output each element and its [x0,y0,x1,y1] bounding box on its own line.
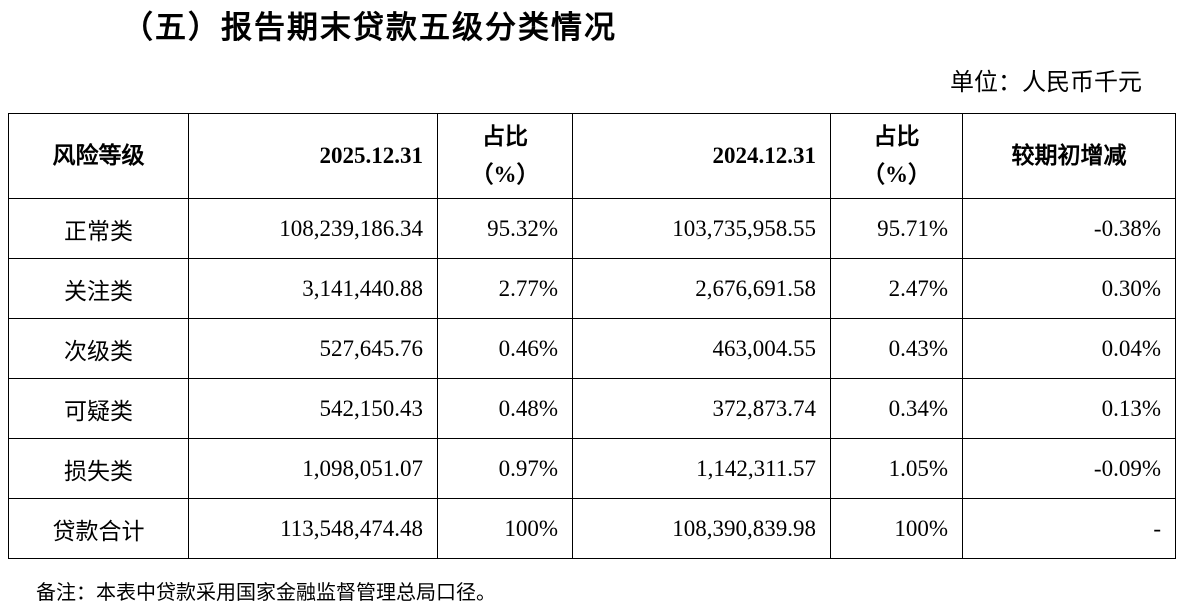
cell: 113,548,474.48 [188,498,438,559]
cell: 1,098,051.07 [188,438,438,499]
header-text: 占比 [873,124,920,149]
cell: 0.97% [437,438,573,499]
note: 备注：本表中贷款采用国家金融监督管理总局口径。 [36,582,496,604]
data-row: 次级类 527,645.76 0.46% 463,004.55 0.43% 0.04% [8,318,1176,379]
header-row: 风险等级 2025.12.31 占比 （%） 2024.12.31 占比 （%） 较期初增减 [8,113,1176,199]
cell: 100% [437,498,573,559]
header-text: 较期初增减 [1011,143,1127,168]
header-cell: 占比 （%） [437,113,573,199]
row-label: 损失类 [8,438,189,499]
cell: 100% [830,498,963,559]
header-text: （%） [862,162,931,187]
header-cell: 占比 （%） [830,113,963,199]
header-text: （%） [470,162,540,187]
cell: 542,150.43 [188,378,438,439]
cell: 0.34% [830,378,963,439]
cell: 527,645.76 [188,318,438,379]
unit-label: 单位：人民币千元 [950,70,1142,96]
header-cell: 较期初增减 [962,113,1176,199]
cell: -0.38% [962,198,1176,259]
cell: 103,735,958.55 [572,198,831,259]
cell: 108,239,186.34 [188,198,438,259]
header-text: 2025.12.31 [319,143,424,168]
cell: 2.47% [830,258,963,319]
header-text: 2024.12.31 [712,143,817,168]
title: （五）报告期末贷款五级分类情况 [122,10,617,45]
cell: 1.05% [830,438,963,499]
row-label: 正常类 [8,198,189,259]
cell: 372,873.74 [572,378,831,439]
data-row: 可疑类 542,150.43 0.48% 372,873.74 0.34% 0.13% [8,378,1176,439]
header-text: 占比 [482,124,528,149]
header-text: 风险等级 [52,143,145,168]
cell: 0.46% [437,318,573,379]
header-cell: 2024.12.31 [572,113,831,199]
row-label: 次级类 [8,318,189,379]
data-row: 贷款合计 113,548,474.48 100% 108,390,839.98 100%… [8,498,1176,559]
row-label: 贷款合计 [8,498,189,559]
cell: 1,142,311.57 [572,438,831,499]
loan-table: 风险等级 2025.12.31 占比 （%） 2024.12.31 占比 （%） 较期初增减正… [8,113,1176,559]
cell: 0.43% [830,318,963,379]
data-row: 关注类 3,141,440.88 2.77% 2,676,691.58 2.47% 0.3… [8,258,1176,319]
cell: 95.32% [437,198,573,259]
cell: 108,390,839.98 [572,498,831,559]
cell: 2,676,691.58 [572,258,831,319]
cell: 0.30% [962,258,1176,319]
data-row: 损失类 1,098,051.07 0.97% 1,142,311.57 1.05% -0.… [8,438,1176,499]
header-cell: 风险等级 [8,113,189,199]
cell: 3,141,440.88 [188,258,438,319]
cell: 463,004.55 [572,318,831,379]
cell: 2.77% [437,258,573,319]
row-label: 关注类 [8,258,189,319]
header-cell: 2025.12.31 [188,113,438,199]
cell: 0.04% [962,318,1176,379]
cell: 95.71% [830,198,963,259]
cell: -0.09% [962,438,1176,499]
cell: 0.13% [962,378,1176,439]
table-body: 风险等级 2025.12.31 占比 （%） 2024.12.31 占比 （%） 较期初增减正… [8,113,1176,559]
data-row: 正常类 108,239,186.34 95.32% 103,735,958.55 95.… [8,198,1176,259]
row-label: 可疑类 [8,378,189,439]
cell: 0.48% [437,378,573,439]
cell: - [962,498,1176,559]
